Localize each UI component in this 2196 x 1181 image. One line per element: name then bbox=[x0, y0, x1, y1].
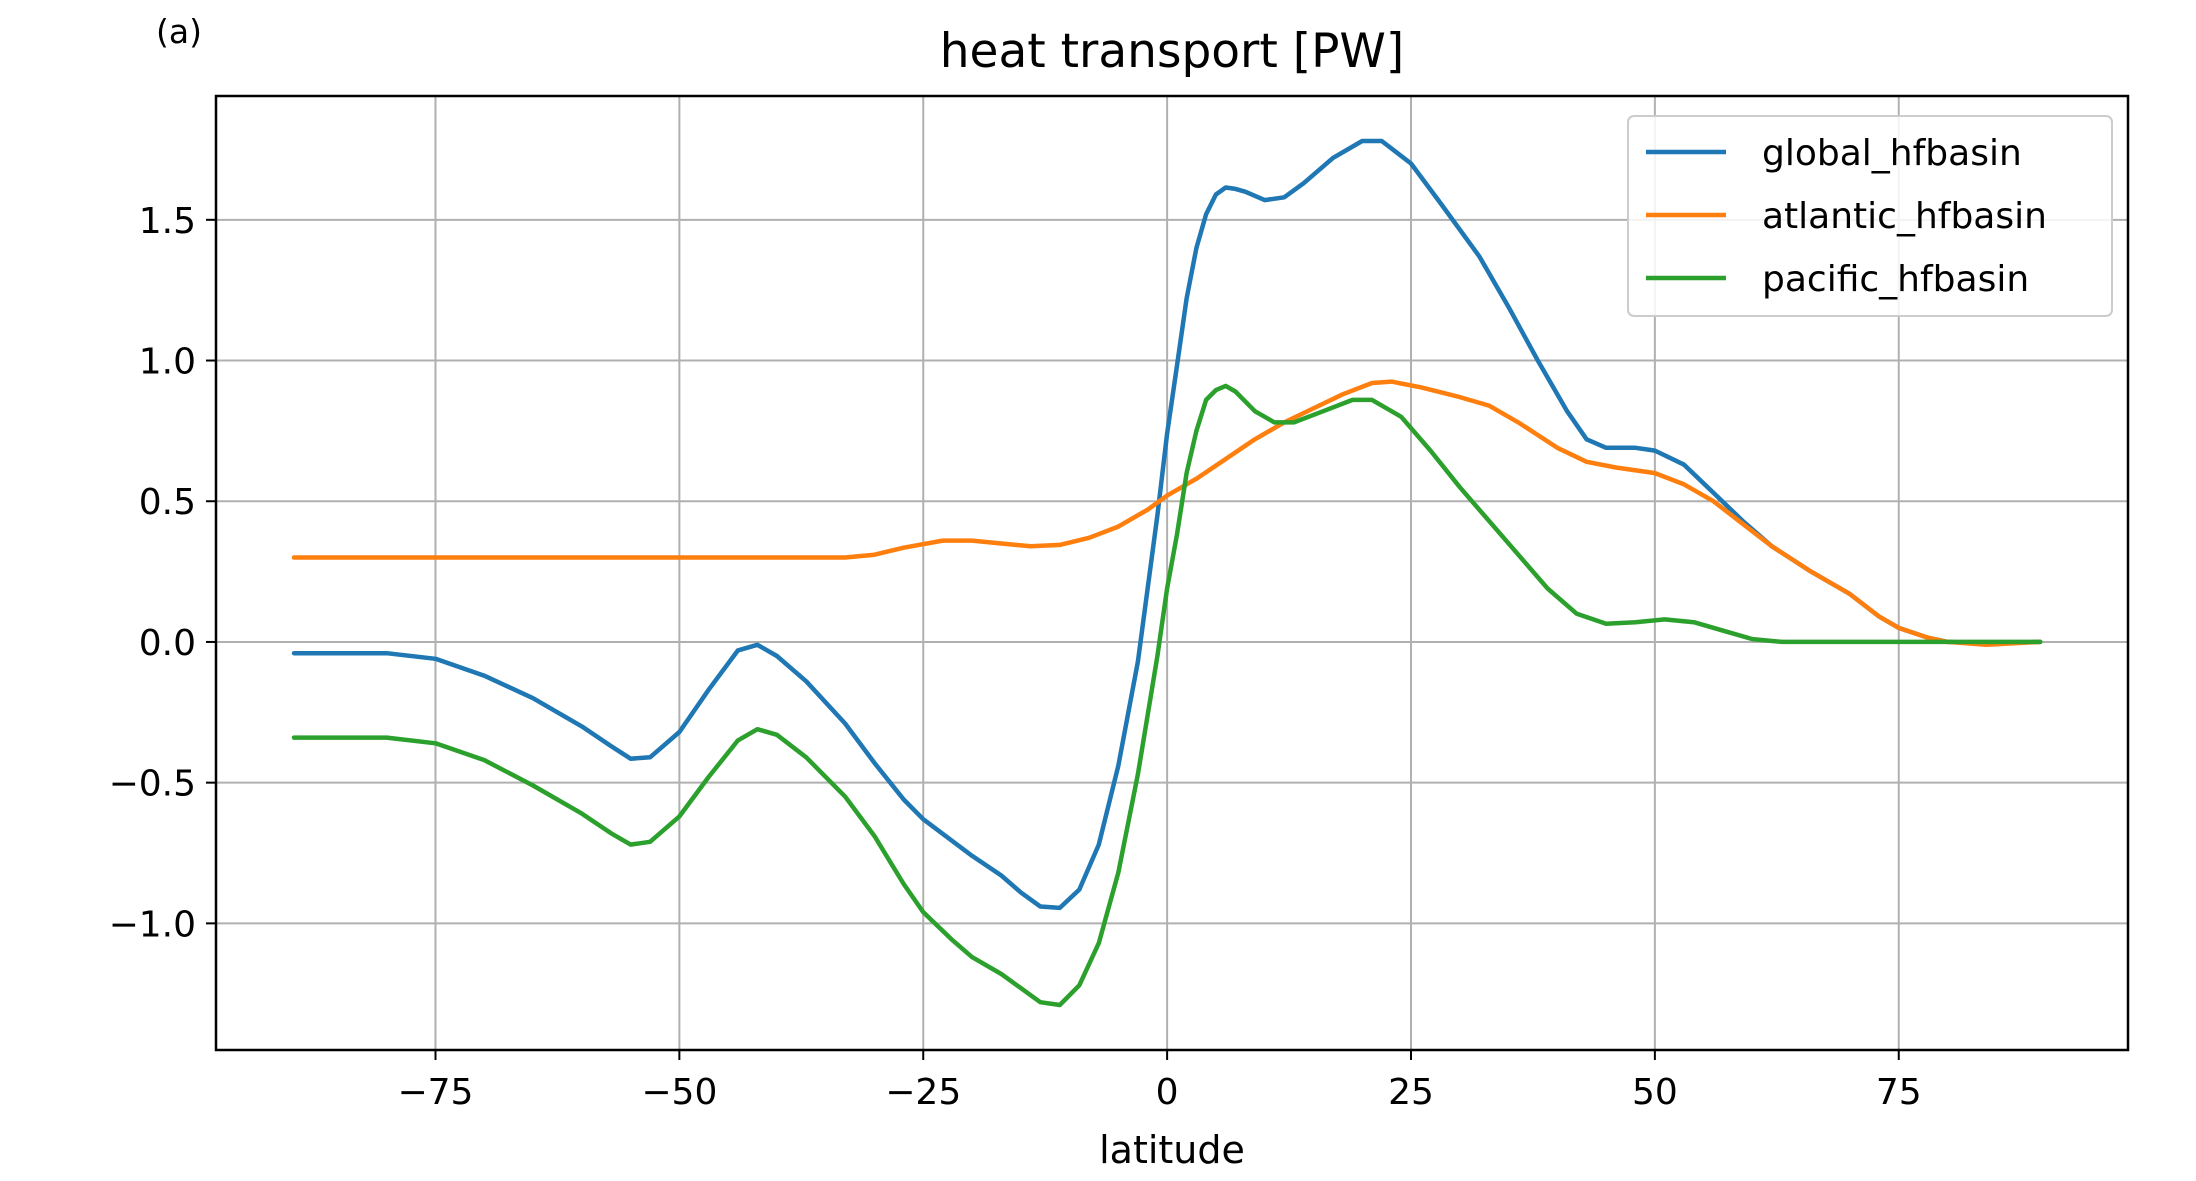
x-axis-ticks: −75 −50 −25 0 25 50 75 bbox=[397, 1050, 1922, 1113]
x-tick-label: −75 bbox=[397, 1072, 473, 1113]
x-tick-label: −25 bbox=[885, 1072, 961, 1113]
x-tick-label: 75 bbox=[1876, 1072, 1922, 1113]
legend-label: global_hfbasin bbox=[1762, 133, 2022, 174]
x-axis-label: latitude bbox=[1099, 1128, 1245, 1172]
series-line-pacific_hfbasin bbox=[291, 383, 2043, 1008]
series-line-atlantic_hfbasin bbox=[291, 379, 2043, 648]
x-tick-label: 50 bbox=[1632, 1072, 1678, 1113]
series-line-global_hfbasin bbox=[291, 138, 2043, 911]
x-tick-label: −50 bbox=[641, 1072, 717, 1113]
legend: global_hfbasin atlantic_hfbasin pacific_hf… bbox=[1627, 115, 2113, 317]
panel-label: (a) bbox=[156, 12, 202, 51]
x-tick-label: 0 bbox=[1156, 1072, 1179, 1113]
y-tick-label: −1.0 bbox=[109, 904, 196, 945]
plot-frame bbox=[214, 94, 2130, 1052]
chart-title: heat transport [PW] bbox=[939, 24, 1405, 79]
legend-box bbox=[1627, 115, 2113, 317]
y-tick-label: 0.0 bbox=[139, 623, 196, 664]
y-tick-label: 0.5 bbox=[139, 482, 196, 523]
y-axis-ticks: −1.0 −0.5 0.0 0.5 1.0 1.5 bbox=[109, 201, 216, 945]
data-lines bbox=[291, 138, 2043, 1008]
y-tick-label: −0.5 bbox=[109, 764, 196, 805]
y-tick-label: 1.0 bbox=[139, 342, 196, 383]
legend-label: atlantic_hfbasin bbox=[1762, 196, 2047, 237]
legend-label: pacific_hfbasin bbox=[1762, 259, 2029, 300]
x-tick-label: 25 bbox=[1388, 1072, 1434, 1113]
y-tick-label: 1.5 bbox=[139, 201, 196, 242]
